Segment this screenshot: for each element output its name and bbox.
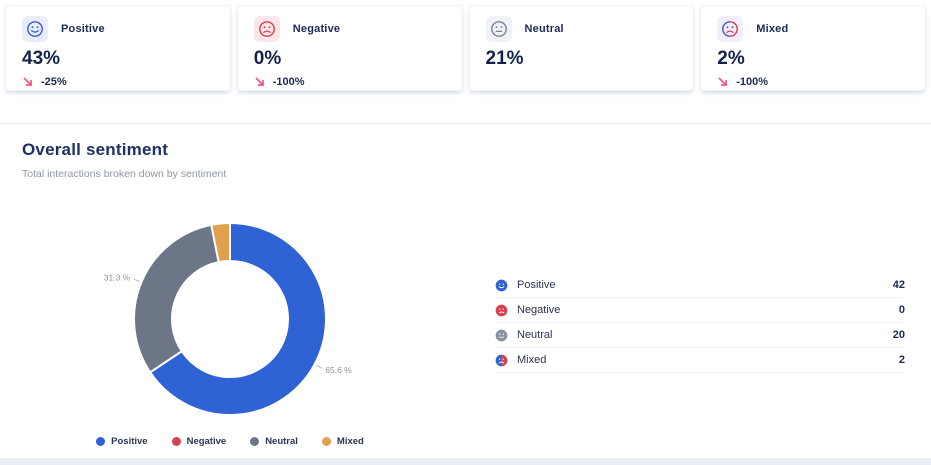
stat-card-label: Negative [292, 23, 341, 35]
breakdown-row-positive[interactable]: Positive 42 [495, 273, 905, 298]
donut-slice-positive[interactable] [148, 221, 327, 416]
panel-subtitle: Total interactions broken down by sentim… [22, 168, 227, 180]
breakdown-row-negative[interactable]: Negative 0 [495, 298, 905, 323]
trend-down-icon [254, 76, 266, 88]
stat-card-label: Positive [61, 23, 105, 35]
page-background-strip [0, 458, 931, 465]
legend-label: Negative [186, 436, 227, 447]
stat-card-value: 43% [22, 48, 61, 69]
stat-card-neutral: Neutral 21% [468, 5, 695, 91]
legend-label: Positive [111, 436, 148, 447]
stat-card-change-value: -100% [736, 76, 769, 88]
donut-slice-label: 65.6 % [325, 365, 352, 375]
stat-card-value: 0% [253, 48, 282, 69]
breakdown-row-label: Negative [517, 304, 561, 316]
legend-dot [250, 437, 260, 446]
stat-card-change: -100% [254, 76, 446, 88]
legend-item-positive[interactable]: Positive [96, 436, 148, 447]
breakdown-row-label: Positive [517, 279, 556, 291]
slice-label-tick [133, 278, 140, 282]
legend-label: Mixed [336, 436, 364, 447]
legend-label: Neutral [265, 436, 298, 447]
stat-card-negative: Negative 0% -100% [236, 5, 463, 91]
stat-card-header: Mixed [717, 16, 909, 42]
breakdown-row-label: Neutral [517, 329, 553, 341]
stat-card-header: Neutral [485, 16, 678, 42]
stat-card-label: Mixed [756, 23, 789, 35]
mixed-face-icon [495, 354, 508, 367]
neutral-face-icon [495, 329, 508, 342]
negative-face-icon [495, 304, 508, 317]
neutral-smiley-icon [485, 16, 512, 42]
trend-down-icon [22, 76, 34, 88]
breakdown-row-mixed[interactable]: Mixed 2 [495, 348, 905, 373]
stat-card-positive: Positive 43% -25% [5, 5, 231, 91]
stat-card-value: 2% [717, 48, 745, 69]
donut-slice-mixed[interactable] [210, 221, 231, 264]
breakdown-row-value: 20 [892, 329, 905, 341]
stat-card-change-value: -100% [272, 76, 305, 88]
legend-item-negative[interactable]: Negative [171, 436, 227, 447]
legend-dot [321, 437, 331, 446]
donut-slice-label: 31.3 % [104, 273, 131, 283]
stat-card-change-value: -25% [41, 76, 67, 88]
breakdown-row-value: 2 [898, 354, 905, 366]
breakdown-row-label: Mixed [517, 354, 547, 366]
breakdown-row-value: 42 [892, 279, 905, 291]
donut-slice-neutral[interactable] [133, 223, 220, 374]
breakdown-row-neutral[interactable]: Neutral 20 [495, 323, 905, 348]
mixed-smiley-icon [717, 16, 744, 42]
stat-card-change: -25% [22, 76, 214, 88]
stat-card-label: Neutral [524, 23, 564, 35]
positive-smiley-icon [22, 16, 48, 42]
legend-item-neutral[interactable]: Neutral [250, 436, 298, 447]
stat-card-value: 21% [485, 48, 524, 69]
stat-cards-row: Positive 43% -25% Negative 0% -100% [0, 0, 931, 91]
trend-down-icon [717, 76, 729, 88]
stat-card-header: Positive [22, 16, 214, 42]
negative-smiley-icon [253, 16, 280, 42]
stat-card-header: Negative [253, 16, 446, 42]
stat-card-mixed: Mixed 2% -100% [700, 5, 926, 91]
legend-dot [171, 437, 181, 446]
legend-dot [96, 437, 106, 446]
sentiment-breakdown-list: Positive 42 Negative 0 Neutral 20 Mixed … [495, 273, 905, 373]
breakdown-row-value: 0 [898, 304, 905, 316]
overall-sentiment-panel: Overall sentiment Total interactions bro… [0, 123, 931, 454]
stat-card-change: -100% [717, 76, 909, 88]
positive-face-icon [495, 279, 508, 292]
panel-title: Overall sentiment [22, 140, 169, 159]
legend-item-mixed[interactable]: Mixed [321, 436, 364, 447]
sentiment-donut-chart[interactable]: 65.6 % 31.3 % [60, 219, 400, 429]
chart-legend: Positive Negative Neutral Mixed [0, 436, 460, 447]
slice-label-tick [316, 364, 322, 369]
